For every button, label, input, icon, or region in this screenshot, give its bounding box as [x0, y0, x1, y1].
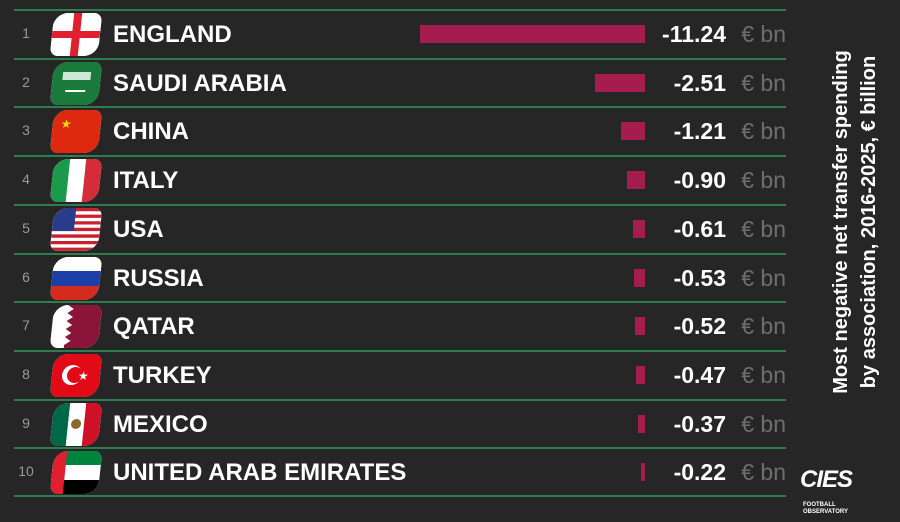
- bar: [634, 268, 645, 287]
- value-label: -0.61: [673, 215, 726, 242]
- bar: [640, 463, 645, 482]
- unit-label: € bn: [741, 215, 786, 242]
- bar: [632, 219, 645, 238]
- bar: [637, 414, 645, 433]
- cies-logo: CIESFOOTBALL OBSERVATORY: [800, 466, 853, 515]
- flag-icon: [49, 402, 103, 446]
- chart-title: Most negative net transfer spending by a…: [827, 50, 883, 393]
- bar-row: 4 ITALY -0.90 € bn: [14, 155, 786, 205]
- rank-label: 4: [22, 171, 30, 188]
- bar: [620, 122, 645, 141]
- rank-label: 2: [22, 73, 30, 90]
- bar-row: 2 SAUDI ARABIA -2.51 € bn: [14, 57, 786, 108]
- value-label: -0.53: [673, 264, 726, 291]
- unit-label: € bn: [741, 264, 786, 291]
- unit-label: € bn: [741, 410, 786, 437]
- flag-icon: [49, 61, 103, 105]
- bar-row: 8 ★ TURKEY -0.47 € bn: [14, 349, 786, 400]
- title-line-1: Most negative net transfer spending: [830, 50, 852, 394]
- flag-icon: [49, 159, 103, 203]
- category-label: CHINA: [113, 118, 189, 146]
- rank-label: 6: [22, 268, 30, 285]
- divider: [14, 495, 786, 497]
- value-label: -0.22: [673, 459, 726, 486]
- unit-label: € bn: [741, 361, 786, 388]
- unit-label: € bn: [741, 313, 786, 340]
- rank-label: 3: [22, 122, 30, 139]
- flag-icon: [49, 207, 103, 251]
- value-label: -2.51: [673, 69, 726, 96]
- value-label: -1.21: [673, 118, 726, 145]
- category-label: TURKEY: [113, 361, 212, 389]
- category-label: MEXICO: [113, 410, 208, 438]
- flag-icon: [49, 451, 103, 495]
- svg-text:★: ★: [77, 369, 89, 383]
- value-label: -0.47: [673, 361, 726, 388]
- value-label: -0.37: [673, 410, 726, 437]
- rank-label: 8: [22, 365, 30, 382]
- bar-row: 5 USA -0.61 € bn: [14, 203, 786, 254]
- category-label: UNITED ARAB EMIRATES: [113, 459, 407, 487]
- unit-label: € bn: [741, 167, 786, 194]
- bar: [594, 73, 645, 92]
- bar-row: 6 RUSSIA -0.53 € bn: [14, 252, 786, 303]
- unit-label: € bn: [741, 459, 786, 486]
- bar-row: 9 MEXICO -0.37 € bn: [14, 398, 786, 449]
- rank-label: 7: [22, 317, 30, 334]
- flag-icon: ★: [49, 353, 103, 397]
- rank-label: 9: [22, 414, 30, 431]
- svg-text:★: ★: [60, 117, 72, 131]
- bar-row: 3 ★ CHINA -1.21 € bn: [14, 106, 786, 156]
- unit-label: € bn: [741, 21, 786, 47]
- value-label: -0.90: [673, 167, 726, 194]
- category-label: RUSSIA: [113, 264, 204, 292]
- rank-label: 1: [22, 25, 30, 41]
- category-label: ENGLAND: [113, 21, 232, 48]
- flag-icon: [49, 305, 103, 349]
- bar-row: 1 ENGLAND -11.24 € bn: [14, 9, 786, 59]
- category-label: USA: [113, 215, 164, 243]
- flag-icon: [49, 256, 103, 300]
- bar: [634, 317, 645, 336]
- flag-icon: ★: [49, 110, 103, 154]
- category-label: SAUDI ARABIA: [113, 69, 287, 97]
- title-line-2: by association, 2016-2025, € billion: [858, 55, 880, 389]
- unit-label: € bn: [741, 69, 786, 96]
- category-label: ITALY: [113, 167, 179, 195]
- value-label: -11.24: [662, 21, 726, 47]
- unit-label: € bn: [741, 118, 786, 145]
- category-label: QATAR: [113, 313, 195, 341]
- rank-label: 10: [18, 463, 34, 480]
- value-label: -0.52: [673, 313, 726, 340]
- bar-row: 10 UNITED ARAB EMIRATES -0.22 € bn: [14, 447, 786, 497]
- rank-label: 5: [22, 219, 30, 236]
- flag-icon: [49, 13, 103, 56]
- bar: [627, 171, 645, 190]
- bar: [420, 25, 645, 43]
- bar-row: 7 QATAR -0.52 € bn: [14, 301, 786, 351]
- bar: [635, 365, 645, 384]
